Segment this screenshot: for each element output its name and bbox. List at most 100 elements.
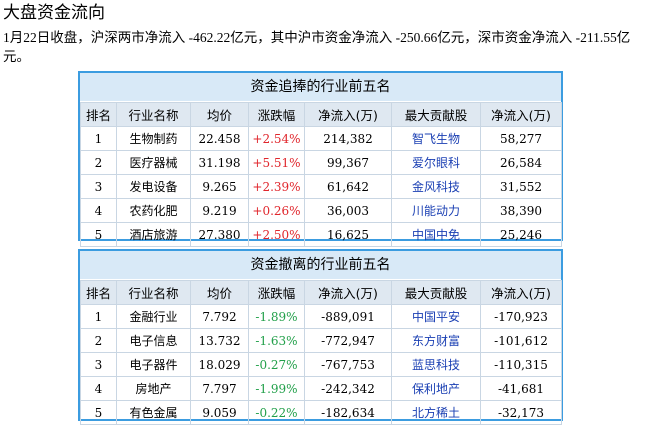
col-net-header: 净流入(万) <box>304 280 392 305</box>
rank-cell: 3 <box>80 174 117 199</box>
stock-net-inflow-cell: -32,173 <box>480 400 562 425</box>
rank-cell: 2 <box>80 150 117 175</box>
stock-net-inflow-cell: -41,681 <box>480 376 562 401</box>
change-pct-cell: +2.54% <box>248 126 305 151</box>
net-inflow-cell: 214,382 <box>304 126 392 151</box>
outflow-panel: 资金撤离的行业前五名 排名 行业名称 均价 涨跌幅 净流入(万) 最大贡献股 净… <box>78 249 563 425</box>
net-inflow-cell: -772,947 <box>304 328 392 353</box>
rank-cell: 4 <box>80 198 117 223</box>
avg-price-cell: 9.059 <box>190 400 249 425</box>
stock-net-inflow-cell: -170,923 <box>480 304 562 329</box>
net-inflow-cell: -767,753 <box>304 352 392 377</box>
col-rank-header: 排名 <box>80 102 117 127</box>
inflow-panel: 资金追捧的行业前五名 排名 行业名称 均价 涨跌幅 净流入(万) 最大贡献股 净… <box>78 71 563 247</box>
col-industry-header: 行业名称 <box>116 102 191 127</box>
table-row: 2 电子信息 13.732 -1.63% -772,947 东方财富 -101,612 <box>80 328 562 353</box>
stock-net-inflow-cell: 58,277 <box>480 126 562 151</box>
industry-name-cell: 电子信息 <box>116 328 191 353</box>
stock-net-inflow-cell: 26,584 <box>480 150 562 175</box>
top-stock-link[interactable]: 东方财富 <box>391 328 481 353</box>
col-industry-header: 行业名称 <box>116 280 191 305</box>
table-row: 2 医疗器械 31.198 +5.51% 99,367 爱尔眼科 26,584 <box>80 150 562 175</box>
rank-cell: 4 <box>80 376 117 401</box>
top-stock-link[interactable]: 北方稀土 <box>391 400 481 425</box>
net-inflow-cell: 61,642 <box>304 174 392 199</box>
table-row: 1 生物制药 22.458 +2.54% 214,382 智飞生物 58,277 <box>80 126 562 151</box>
table-row: 3 发电设备 9.265 +2.39% 61,642 金风科技 31,552 <box>80 174 562 199</box>
table-row: 1 金融行业 7.792 -1.89% -889,091 中国平安 -170,923 <box>80 304 562 329</box>
table-row: 3 电子器件 18.029 -0.27% -767,753 蓝思科技 -110,315 <box>80 352 562 377</box>
avg-price-cell: 31.198 <box>190 150 249 175</box>
stock-net-inflow-cell: 38,390 <box>480 198 562 223</box>
industry-name-cell: 房地产 <box>116 376 191 401</box>
change-pct-cell: +2.50% <box>248 222 305 247</box>
avg-price-cell: 9.265 <box>190 174 249 199</box>
net-inflow-cell: 99,367 <box>304 150 392 175</box>
col-change-header: 涨跌幅 <box>248 102 305 127</box>
avg-price-cell: 18.029 <box>190 352 249 377</box>
table-header-row: 排名 行业名称 均价 涨跌幅 净流入(万) 最大贡献股 净流入(万) <box>80 102 562 127</box>
col-net-header: 净流入(万) <box>304 102 392 127</box>
change-pct-cell: -0.27% <box>248 352 305 377</box>
col-stock-header: 最大贡献股 <box>391 280 481 305</box>
industry-name-cell: 生物制药 <box>116 126 191 151</box>
rank-cell: 5 <box>80 400 117 425</box>
col-stock-net-header: 净流入(万) <box>480 102 562 127</box>
table-row: 4 房地产 7.797 -1.99% -242,342 保利地产 -41,681 <box>80 376 562 401</box>
col-rank-header: 排名 <box>80 280 117 305</box>
stock-net-inflow-cell: -110,315 <box>480 352 562 377</box>
change-pct-cell: +0.26% <box>248 198 305 223</box>
change-pct-cell: -1.99% <box>248 376 305 401</box>
outflow-table: 排名 行业名称 均价 涨跌幅 净流入(万) 最大贡献股 净流入(万) 1 金融行业… <box>80 280 562 425</box>
net-inflow-cell: -182,634 <box>304 400 392 425</box>
col-stock-net-header: 净流入(万) <box>480 280 562 305</box>
market-summary: 1月22日收盘，沪深两市净流入 -462.22亿元，其中沪市资金净流入 -250… <box>3 30 631 64</box>
top-stock-link[interactable]: 川能动力 <box>391 198 481 223</box>
change-pct-cell: -0.22% <box>248 400 305 425</box>
stock-net-inflow-cell: 25,246 <box>480 222 562 247</box>
avg-price-cell: 22.458 <box>190 126 249 151</box>
industry-name-cell: 医疗器械 <box>116 150 191 175</box>
col-price-header: 均价 <box>190 102 249 127</box>
top-stock-link[interactable]: 中国中免 <box>391 222 481 247</box>
rank-cell: 1 <box>80 126 117 151</box>
table-header-row: 排名 行业名称 均价 涨跌幅 净流入(万) 最大贡献股 净流入(万) <box>80 280 562 305</box>
top-stock-link[interactable]: 蓝思科技 <box>391 352 481 377</box>
change-pct-cell: +5.51% <box>248 150 305 175</box>
col-price-header: 均价 <box>190 280 249 305</box>
avg-price-cell: 7.797 <box>190 376 249 401</box>
top-stock-link[interactable]: 中国平安 <box>391 304 481 329</box>
avg-price-cell: 13.732 <box>190 328 249 353</box>
table-row: 4 农药化肥 9.219 +0.26% 36,003 川能动力 38,390 <box>80 198 562 223</box>
rank-cell: 2 <box>80 328 117 353</box>
table-row: 5 有色金属 9.059 -0.22% -182,634 北方稀土 -32,173 <box>80 400 562 425</box>
net-inflow-cell: 16,625 <box>304 222 392 247</box>
top-stock-link[interactable]: 爱尔眼科 <box>391 150 481 175</box>
avg-price-cell: 7.792 <box>190 304 249 329</box>
top-stock-link[interactable]: 保利地产 <box>391 376 481 401</box>
industry-name-cell: 农药化肥 <box>116 198 191 223</box>
inflow-table: 排名 行业名称 均价 涨跌幅 净流入(万) 最大贡献股 净流入(万) 1 生物制药… <box>80 102 562 247</box>
col-stock-header: 最大贡献股 <box>391 102 481 127</box>
stock-net-inflow-cell: -101,612 <box>480 328 562 353</box>
top-stock-link[interactable]: 金风科技 <box>391 174 481 199</box>
change-pct-cell: -1.89% <box>248 304 305 329</box>
net-inflow-cell: -889,091 <box>304 304 392 329</box>
stock-net-inflow-cell: 31,552 <box>480 174 562 199</box>
avg-price-cell: 27.380 <box>190 222 249 247</box>
industry-name-cell: 发电设备 <box>116 174 191 199</box>
net-inflow-cell: -242,342 <box>304 376 392 401</box>
rank-cell: 5 <box>80 222 117 247</box>
net-inflow-cell: 36,003 <box>304 198 392 223</box>
top-stock-link[interactable]: 智飞生物 <box>391 126 481 151</box>
inflow-panel-title: 资金追捧的行业前五名 <box>80 73 561 102</box>
outflow-panel-title: 资金撤离的行业前五名 <box>80 251 561 280</box>
rank-cell: 1 <box>80 304 117 329</box>
industry-name-cell: 有色金属 <box>116 400 191 425</box>
rank-cell: 3 <box>80 352 117 377</box>
table-row: 5 酒店旅游 27.380 +2.50% 16,625 中国中免 25,246 <box>80 222 562 247</box>
change-pct-cell: +2.39% <box>248 174 305 199</box>
page-title: 大盘资金流向 <box>3 3 105 23</box>
change-pct-cell: -1.63% <box>248 328 305 353</box>
industry-name-cell: 电子器件 <box>116 352 191 377</box>
